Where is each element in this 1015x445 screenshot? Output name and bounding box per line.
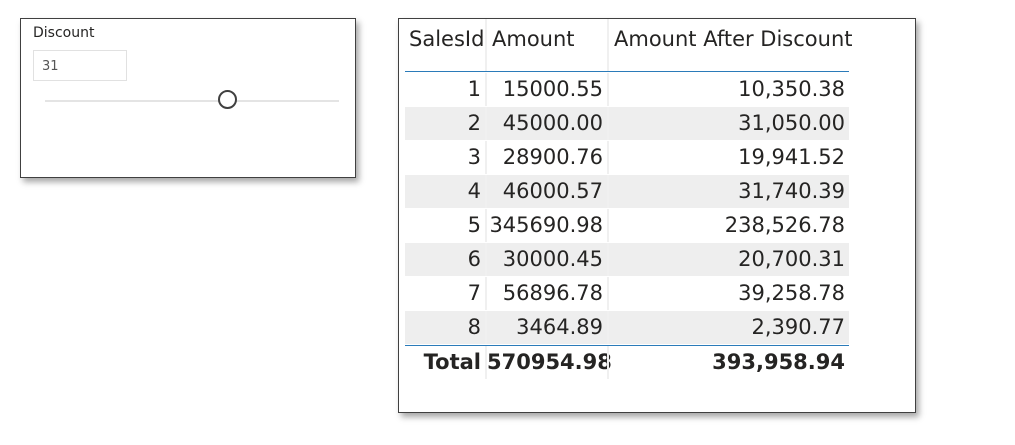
cell-salesid: 3: [467, 145, 481, 169]
total-label: Total: [423, 350, 481, 374]
table-row: 1 15000.55 10,350.38: [405, 73, 849, 106]
cell-salesid: 8: [467, 315, 481, 339]
cell-amount: 56896.78: [485, 277, 607, 310]
cell-salesid: 1: [467, 77, 481, 101]
cell-amount-after-discount: 20,700.31: [607, 243, 849, 276]
cell-salesid: 4: [467, 179, 481, 203]
discount-value-input[interactable]: 31: [33, 50, 127, 81]
cell-salesid: 5: [467, 213, 481, 237]
cell-amount: 45000.00: [485, 107, 607, 140]
slicer-title: Discount: [33, 25, 95, 41]
table-header: SalesId Amount Amount After Discount: [405, 19, 853, 72]
cell-amount-after-discount: 19,941.52: [607, 141, 849, 174]
discount-slicer: Discount 31: [20, 18, 356, 178]
column-header-amount[interactable]: Amount: [485, 19, 607, 71]
cell-amount: 28900.76: [485, 141, 607, 174]
table-row: 6 30000.45 20,700.31: [405, 243, 849, 276]
table-row: 5 345690.98 238,526.78: [405, 209, 849, 242]
cell-amount: 345690.98: [485, 209, 607, 242]
cell-amount: 15000.55: [485, 73, 607, 106]
table-row: 4 46000.57 31,740.39: [405, 175, 849, 208]
sales-table-visual: SalesId Amount Amount After Discount 1 1…: [398, 18, 916, 413]
cell-amount: 30000.45: [485, 243, 607, 276]
cell-amount-after-discount: 238,526.78: [607, 209, 849, 242]
cell-amount: 46000.57: [485, 175, 607, 208]
table-row: 3 28900.76 19,941.52: [405, 141, 849, 174]
total-amount-after-discount: 393,958.94: [607, 346, 849, 379]
cell-salesid: 7: [467, 281, 481, 305]
cell-amount-after-discount: 10,350.38: [607, 73, 849, 106]
table-row: 2 45000.00 31,050.00: [405, 107, 849, 140]
cell-amount-after-discount: 2,390.77: [607, 311, 849, 344]
cell-amount-after-discount: 39,258.78: [607, 277, 849, 310]
cell-amount-after-discount: 31,050.00: [607, 107, 849, 140]
cell-amount-after-discount: 31,740.39: [607, 175, 849, 208]
cell-salesid: 6: [467, 247, 481, 271]
sales-table: SalesId Amount Amount After Discount 1 1…: [405, 19, 853, 379]
column-header-amount-after-discount[interactable]: Amount After Discount: [607, 19, 853, 71]
table-row: 7 56896.78 39,258.78: [405, 277, 849, 310]
table-total-row: Total 570954.98 393,958.94: [405, 345, 849, 379]
table-row: 8 3464.89 2,390.77: [405, 311, 849, 344]
slider-track[interactable]: [45, 100, 339, 102]
total-amount: 570954.98: [485, 346, 612, 379]
slider-thumb[interactable]: [217, 90, 237, 109]
cell-amount: 3464.89: [485, 311, 607, 344]
column-header-salesid[interactable]: SalesId: [409, 27, 485, 51]
cell-salesid: 2: [467, 111, 481, 135]
